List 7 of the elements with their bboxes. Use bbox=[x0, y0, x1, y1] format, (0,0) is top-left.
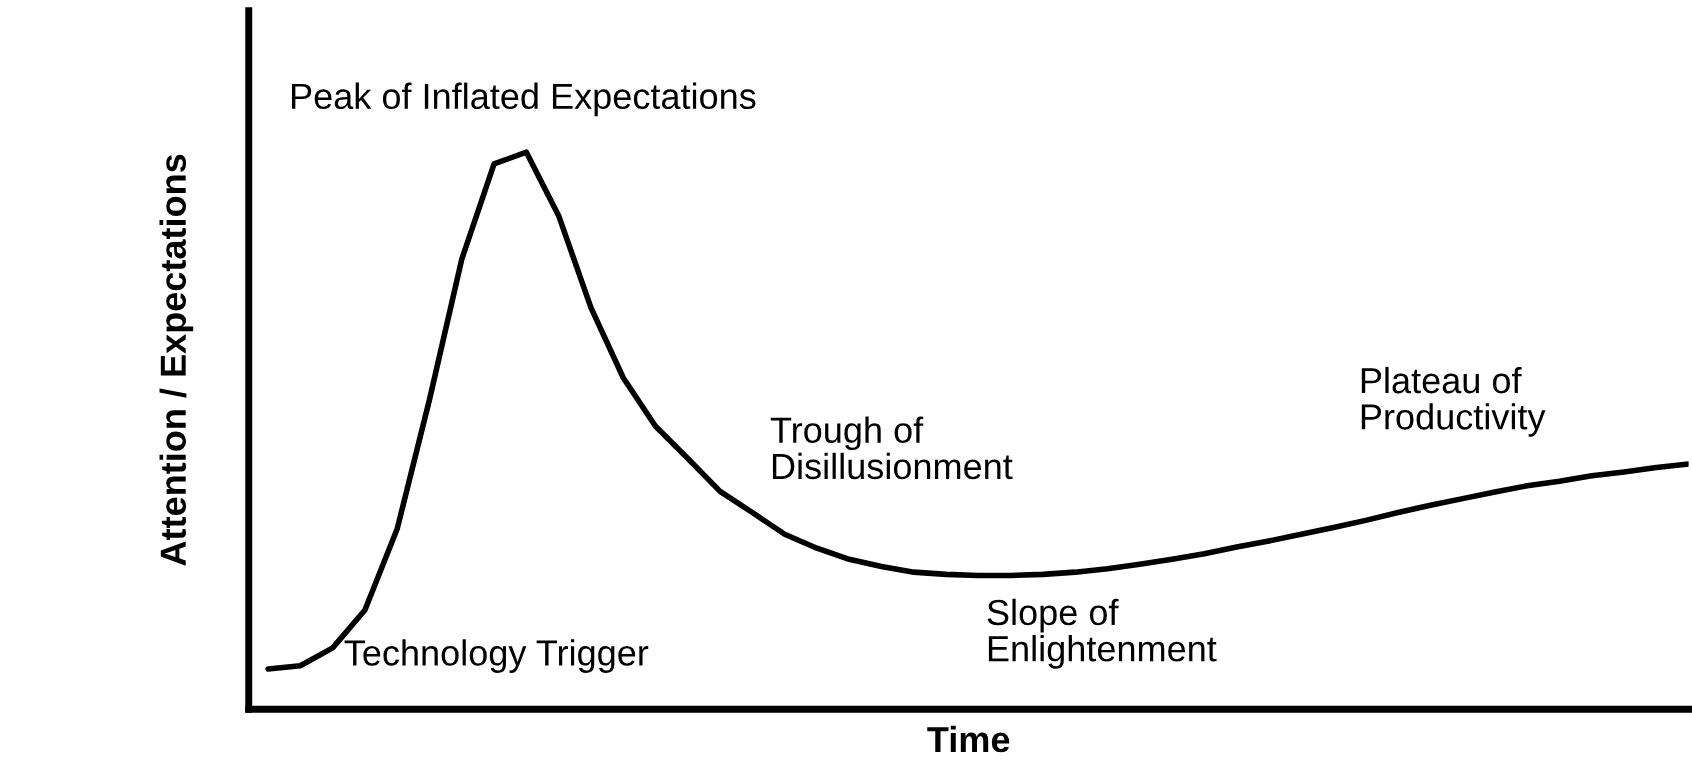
annotation: Slope of Enlightenment bbox=[987, 598, 1217, 669]
y-axis-title: Attention / Expectations bbox=[159, 154, 194, 566]
text: Peak of Inflated Expectations bbox=[292, 82, 756, 117]
annotation: Plateau of Productivity bbox=[1361, 366, 1546, 437]
annotation: Technology Trigger bbox=[344, 639, 649, 673]
annotation: Trough of Disillusionment bbox=[770, 416, 1013, 480]
x-axis-title: Time bbox=[927, 725, 1010, 753]
